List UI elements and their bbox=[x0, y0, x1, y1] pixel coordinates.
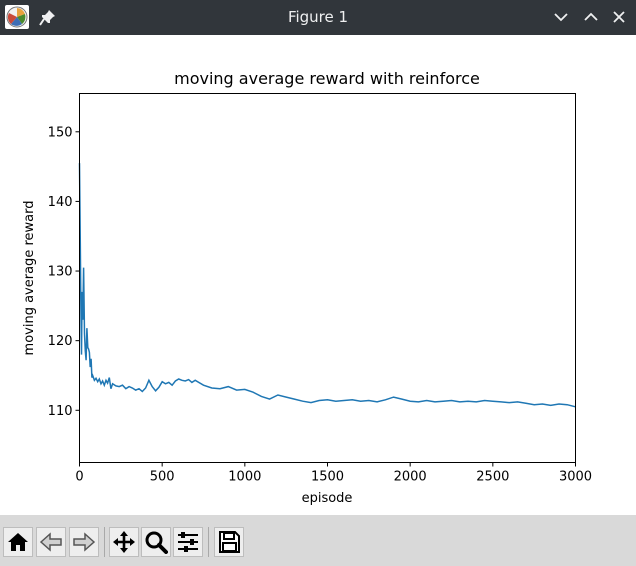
x-axis-label: episode bbox=[302, 491, 353, 506]
x-tick-label: 0 bbox=[75, 470, 83, 485]
forward-arrow-icon bbox=[73, 532, 96, 552]
minimize-button[interactable] bbox=[552, 8, 570, 26]
x-tick-label: 1000 bbox=[228, 470, 261, 485]
maximize-button[interactable] bbox=[582, 8, 600, 26]
zoom-button[interactable] bbox=[141, 527, 171, 557]
configure-subplots-button[interactable] bbox=[173, 527, 203, 557]
chart-title: moving average reward with reinforce bbox=[174, 69, 480, 88]
y-tick-label: 120 bbox=[48, 334, 73, 349]
title-bar: Figure 1 bbox=[0, 0, 636, 35]
x-tick-label: 1500 bbox=[311, 470, 344, 485]
axes-frame bbox=[79, 93, 576, 463]
home-icon bbox=[8, 533, 28, 551]
x-axis: 0 500 1000 1500 2000 2500 3000 bbox=[75, 462, 592, 485]
close-button[interactable] bbox=[610, 8, 628, 26]
figure-canvas[interactable]: moving average reward with reinforce 0 50… bbox=[0, 35, 636, 515]
y-tick-label: 130 bbox=[48, 265, 73, 280]
save-button[interactable] bbox=[214, 527, 244, 557]
navigation-toolbar bbox=[0, 515, 636, 566]
pin-icon[interactable] bbox=[38, 7, 58, 27]
plot-area bbox=[78, 163, 576, 408]
zoom-icon bbox=[145, 531, 168, 554]
home-button[interactable] bbox=[3, 527, 33, 557]
y-tick-label: 110 bbox=[48, 404, 73, 419]
back-arrow-icon bbox=[39, 532, 62, 552]
x-tick-label: 2000 bbox=[394, 470, 427, 485]
window-title: Figure 1 bbox=[287, 8, 349, 26]
series-line bbox=[78, 163, 576, 408]
x-tick-label: 3000 bbox=[559, 470, 592, 485]
save-icon bbox=[219, 531, 240, 553]
y-axis: 110 120 130 140 150 bbox=[48, 125, 80, 419]
y-tick-label: 140 bbox=[48, 195, 73, 210]
matplotlib-app-icon[interactable] bbox=[5, 5, 29, 29]
x-tick-label: 2500 bbox=[476, 470, 509, 485]
forward-button[interactable] bbox=[69, 527, 99, 557]
y-tick-label: 150 bbox=[48, 125, 73, 140]
x-tick-label: 500 bbox=[150, 470, 175, 485]
toolbar-separator bbox=[104, 527, 105, 557]
configure-subplots-icon bbox=[178, 532, 198, 552]
line-chart[interactable]: moving average reward with reinforce 0 50… bbox=[0, 35, 636, 515]
y-axis-label: moving average reward bbox=[22, 201, 37, 356]
toolbar-separator bbox=[208, 527, 209, 557]
pan-icon bbox=[113, 531, 135, 553]
pan-button[interactable] bbox=[109, 527, 139, 557]
back-button[interactable] bbox=[36, 527, 66, 557]
